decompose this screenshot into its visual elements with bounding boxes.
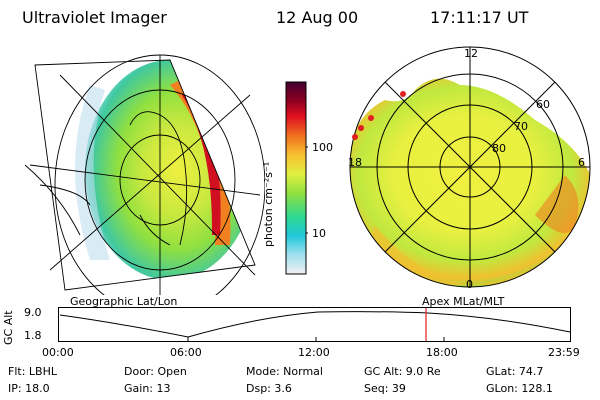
right-panel-caption: Apex MLat/MLT — [422, 295, 505, 308]
altitude-xtick-0: 00:00 — [42, 346, 74, 359]
magnetometer-marker — [400, 91, 406, 97]
mlat-label-70: 70 — [514, 120, 528, 133]
time-label: 17:11:17 UT — [430, 8, 529, 27]
altitude-plot — [58, 307, 571, 342]
left-panel-caption: Geographic Lat/Lon — [70, 295, 178, 308]
altitude-xtick-2: 12:00 — [298, 346, 330, 359]
colorbar-tick-100: 100 — [312, 141, 333, 154]
polar-map — [349, 46, 591, 288]
colorbar-label: photon cm⁻²s⁻¹ — [262, 161, 275, 247]
altitude-xtick-3: 18:00 — [426, 346, 458, 359]
altitude-ymax: 9.0 — [24, 306, 42, 319]
mlt-label-18: 18 — [348, 156, 362, 169]
status-door: Door: Open — [124, 365, 187, 378]
magnetometer-marker — [358, 125, 364, 131]
status-filter: Flt: LBHL — [8, 365, 57, 378]
status-gc-alt: GC Alt: 9.0 Re — [364, 365, 441, 378]
geographic-map — [24, 54, 265, 295]
status-glat: GLat: 74.7 — [486, 365, 544, 378]
status-glon: GLon: 128.1 — [486, 382, 553, 395]
colorbar-tick-10: 10 — [312, 227, 326, 240]
magnetometer-marker — [368, 115, 374, 121]
status-seq: Seq: 39 — [364, 382, 406, 395]
mlat-label-60: 60 — [536, 98, 550, 111]
altitude-xtick-4: 23:59 — [548, 346, 580, 359]
date-label: 12 Aug 00 — [276, 8, 359, 27]
status-gain: Gain: 13 — [124, 382, 171, 395]
altitude-ymin: 1.8 — [24, 329, 42, 342]
altitude-xtick-1: 06:00 — [170, 346, 202, 359]
status-ip: IP: 18.0 — [8, 382, 50, 395]
colorbar — [285, 81, 308, 275]
polar-aurora — [350, 78, 590, 287]
mlt-label-0: 0 — [466, 278, 473, 291]
instrument-title: Ultraviolet Imager — [22, 8, 167, 27]
mlt-label-12: 12 — [464, 47, 478, 60]
altitude-ylabel: GC Alt — [2, 310, 15, 345]
status-dsp: Dsp: 3.6 — [246, 382, 292, 395]
mlt-label-6: 6 — [578, 156, 585, 169]
magnetometer-marker — [352, 134, 358, 140]
mlat-label-80: 80 — [492, 142, 506, 155]
status-mode: Mode: Normal — [246, 365, 323, 378]
